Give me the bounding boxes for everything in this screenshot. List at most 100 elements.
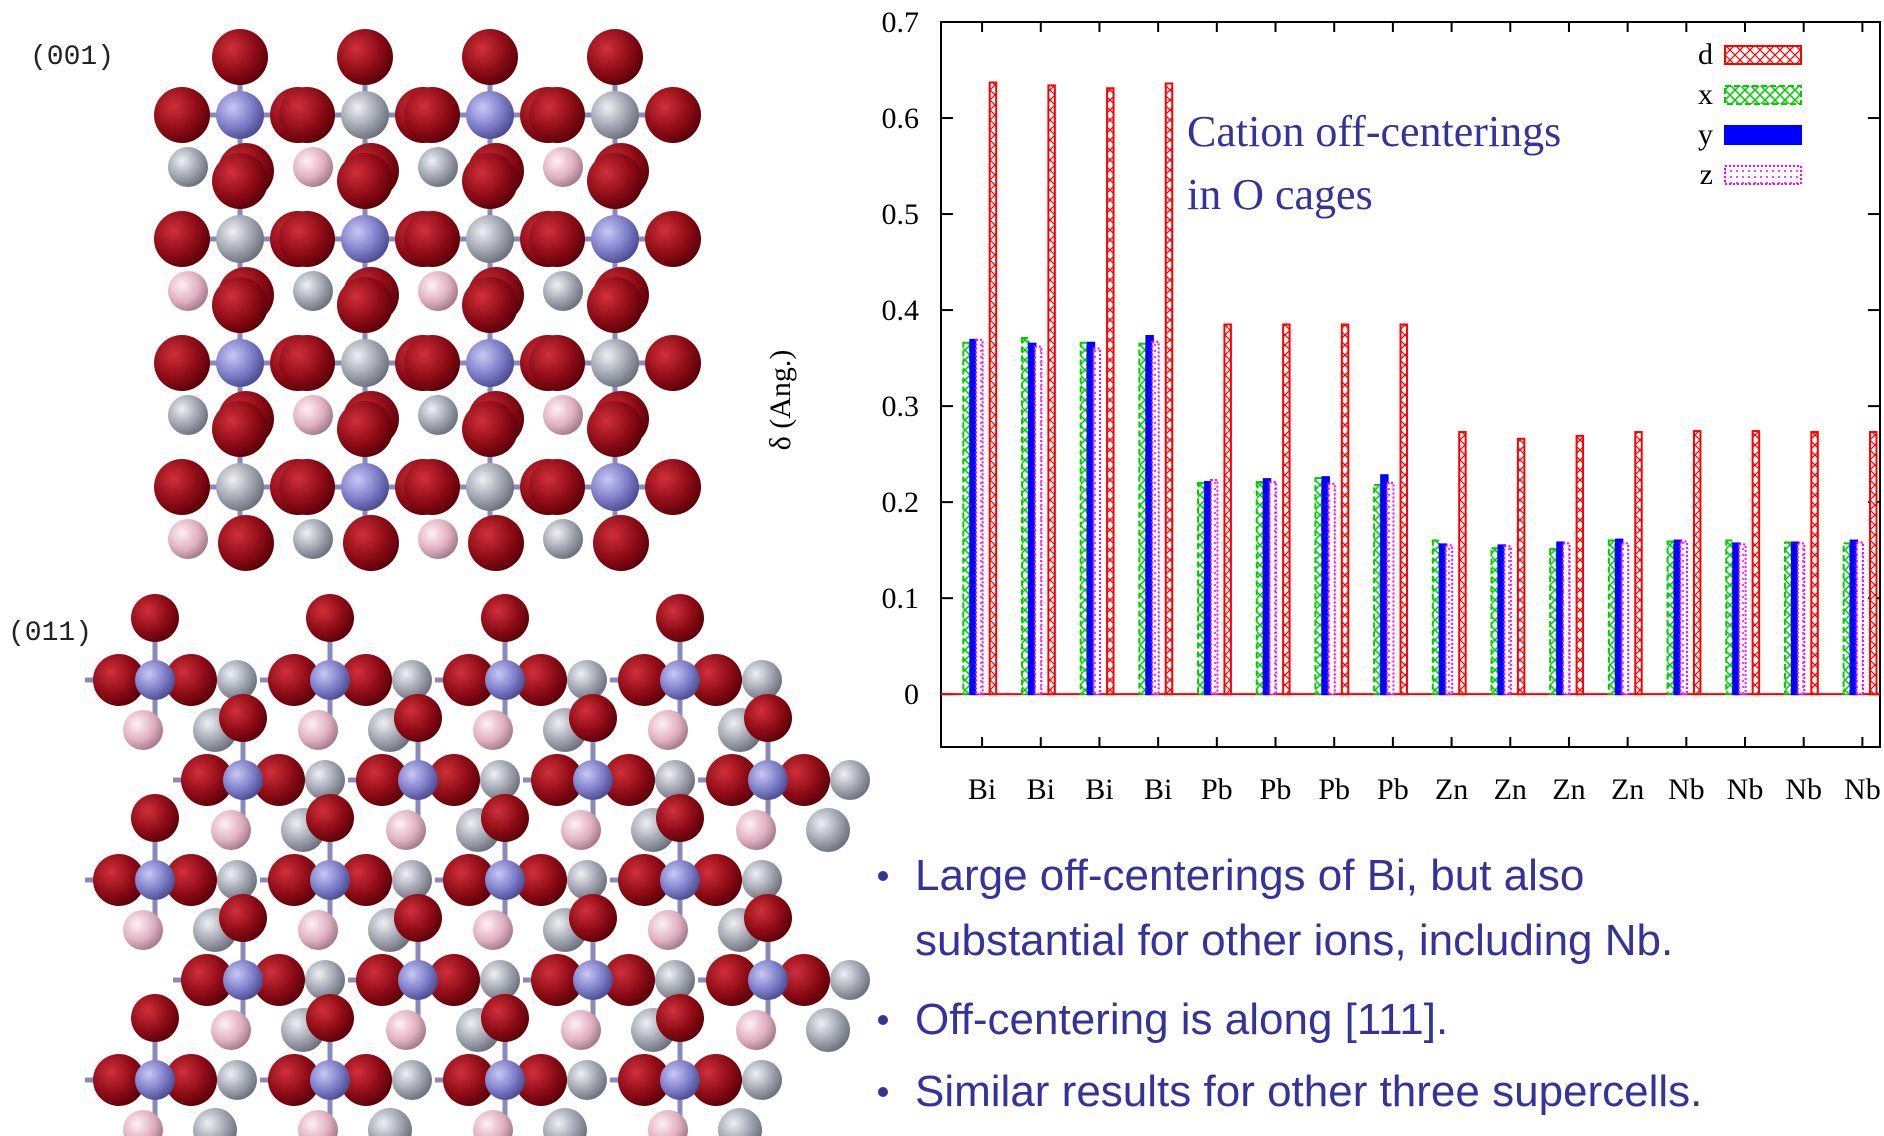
x-tick-label: Nb	[1785, 773, 1822, 806]
atom	[404, 87, 460, 143]
atom	[656, 994, 704, 1042]
atom	[593, 515, 649, 571]
atom	[219, 694, 267, 742]
bar	[1327, 482, 1336, 696]
atom	[830, 960, 870, 1000]
atom	[742, 1060, 782, 1100]
atom	[543, 147, 583, 187]
atom	[218, 515, 274, 571]
atom	[343, 515, 399, 571]
bar	[1106, 87, 1115, 696]
x-tick-label: Zn	[1435, 773, 1468, 806]
atom	[561, 810, 601, 850]
atom	[293, 147, 333, 187]
x-tick-label: Zn	[1611, 773, 1644, 806]
atom	[806, 1008, 850, 1052]
atom	[443, 854, 495, 906]
atom	[529, 459, 585, 515]
atom	[418, 519, 458, 559]
atom	[340, 854, 392, 906]
atom	[306, 794, 354, 842]
atom	[466, 463, 514, 511]
legend-swatch	[1724, 165, 1802, 185]
atom	[216, 91, 264, 139]
atom	[279, 335, 335, 391]
atom	[481, 994, 529, 1042]
atom	[123, 1110, 163, 1136]
atom	[648, 1110, 688, 1136]
bar	[1679, 540, 1688, 696]
atom	[587, 401, 643, 457]
atom	[337, 29, 393, 85]
bar	[1223, 323, 1232, 696]
atom	[462, 277, 518, 333]
atom	[93, 1054, 145, 1106]
atom	[154, 211, 210, 267]
annotation: in O cages	[1187, 170, 1373, 219]
atom	[618, 654, 670, 706]
atom	[268, 1054, 320, 1106]
atom	[337, 153, 393, 209]
atom	[293, 395, 333, 435]
x-tick-label: Pb	[1260, 773, 1292, 806]
atom	[181, 754, 233, 806]
atom	[341, 91, 389, 139]
bullet-text: Large off-centerings of Bi, but also	[915, 851, 1584, 900]
bar	[1399, 323, 1408, 696]
atom	[778, 754, 830, 806]
atom	[543, 1108, 587, 1136]
atom	[529, 211, 585, 267]
atom	[310, 1060, 350, 1100]
atom	[310, 660, 350, 700]
y-tick-label: 0.6	[882, 102, 920, 135]
y-tick-label: 0.5	[882, 198, 920, 231]
atom	[573, 960, 613, 1000]
x-tick-label: Zn	[1552, 773, 1585, 806]
atom	[485, 860, 525, 900]
atom	[660, 860, 700, 900]
atom	[645, 87, 701, 143]
atom	[603, 954, 655, 1006]
atom	[341, 215, 389, 263]
bullet-text: Similar results for other three supercel…	[915, 1067, 1702, 1116]
atom	[744, 894, 792, 942]
atom	[656, 794, 704, 842]
atom	[135, 660, 175, 700]
atom	[305, 760, 345, 800]
bar	[1340, 323, 1350, 696]
atom	[394, 694, 442, 742]
bar	[1255, 480, 1265, 696]
atom	[480, 760, 520, 800]
bar	[1431, 539, 1441, 696]
bar	[1796, 542, 1806, 696]
atom	[645, 211, 701, 267]
atom	[515, 854, 567, 906]
y-tick-label: 0.4	[882, 294, 920, 327]
legend-label: d	[1698, 38, 1713, 71]
bar	[1047, 84, 1056, 696]
atom	[587, 277, 643, 333]
atom	[418, 147, 458, 187]
bar	[1138, 342, 1147, 696]
atom	[212, 401, 268, 457]
atom	[567, 860, 607, 900]
atom	[462, 29, 518, 85]
bar	[1810, 431, 1819, 696]
atom	[398, 760, 438, 800]
atom	[660, 660, 700, 700]
bar	[1209, 479, 1219, 696]
atom	[531, 954, 583, 1006]
atom	[193, 1108, 237, 1136]
atom	[386, 1010, 426, 1050]
atom	[742, 660, 782, 700]
atom	[135, 1060, 175, 1100]
atom	[223, 760, 263, 800]
atom	[337, 277, 393, 333]
atom	[742, 860, 782, 900]
atom	[718, 1108, 762, 1136]
atom	[645, 459, 701, 515]
structure-label: (011)	[8, 618, 92, 649]
plot-frame	[940, 21, 1881, 748]
atom	[748, 760, 788, 800]
x-tick-label: Bi	[968, 773, 996, 806]
